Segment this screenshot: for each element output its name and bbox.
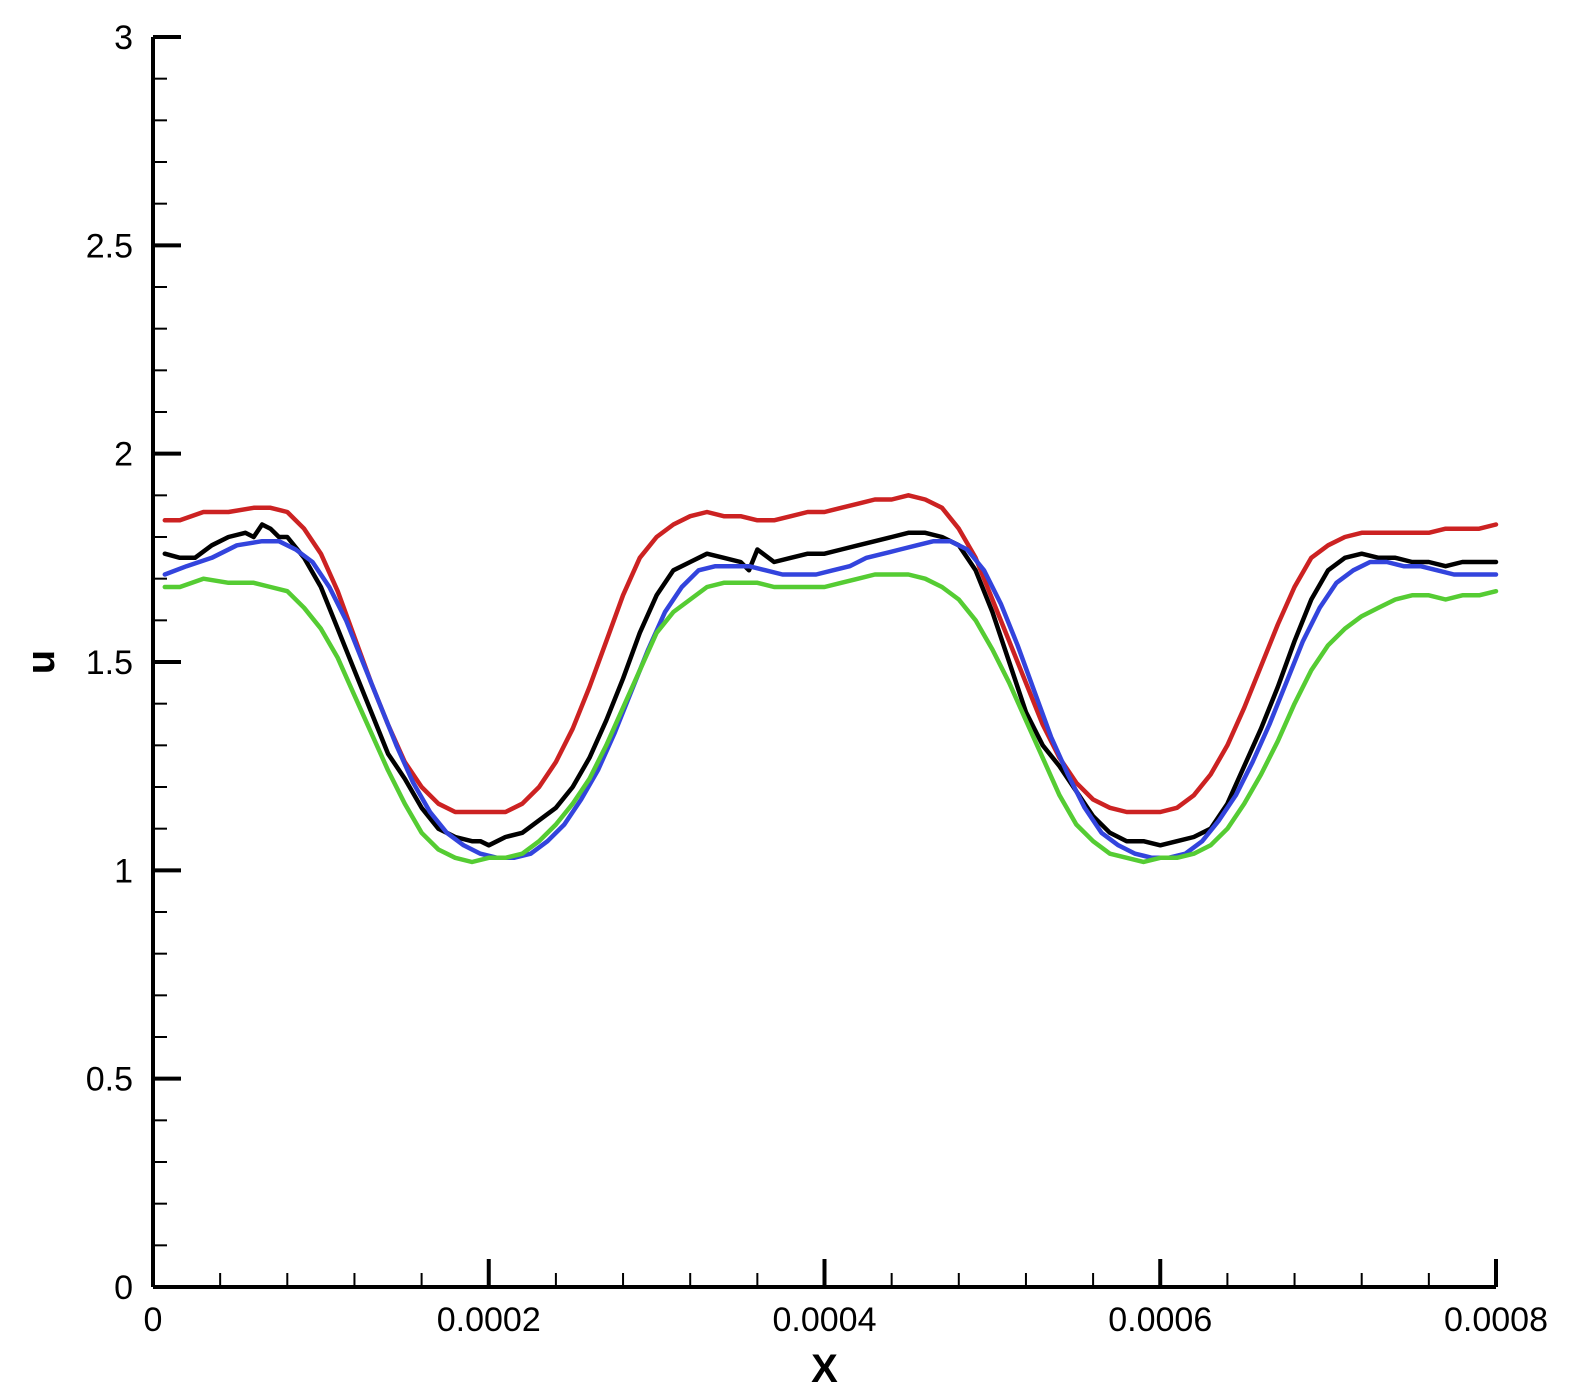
- series-line-3: [162, 538, 1499, 861]
- y-tick-label: 2: [114, 436, 133, 474]
- x-tick-label: 0: [144, 1301, 163, 1339]
- y-tick-label: 3: [114, 19, 133, 57]
- series-line-2: [162, 522, 1499, 848]
- x-axis-title: X: [811, 1347, 838, 1391]
- x-tick-label: 0.0002: [437, 1301, 541, 1339]
- series-line-4: [162, 572, 1499, 865]
- y-tick-label: 1: [114, 852, 133, 890]
- y-tick-label: 0.5: [86, 1061, 133, 1099]
- y-tick-label: 2.5: [86, 227, 133, 265]
- y-tick-label: 1.5: [86, 644, 133, 682]
- x-tick-label: 0.0006: [1108, 1301, 1212, 1339]
- x-tick-label: 0.0004: [773, 1301, 877, 1339]
- y-tick-label: 0: [114, 1269, 133, 1307]
- series-layer: [162, 493, 1499, 865]
- ticks-layer: [151, 35, 1498, 1289]
- y-axis-title: u: [19, 650, 63, 674]
- x-tick-label: 0.0008: [1444, 1301, 1548, 1339]
- labels-layer: 0 0.5 1 1.5 2 2.5 3 0 0.0002 0.0004 0.0006 0.0008: [86, 19, 1548, 1339]
